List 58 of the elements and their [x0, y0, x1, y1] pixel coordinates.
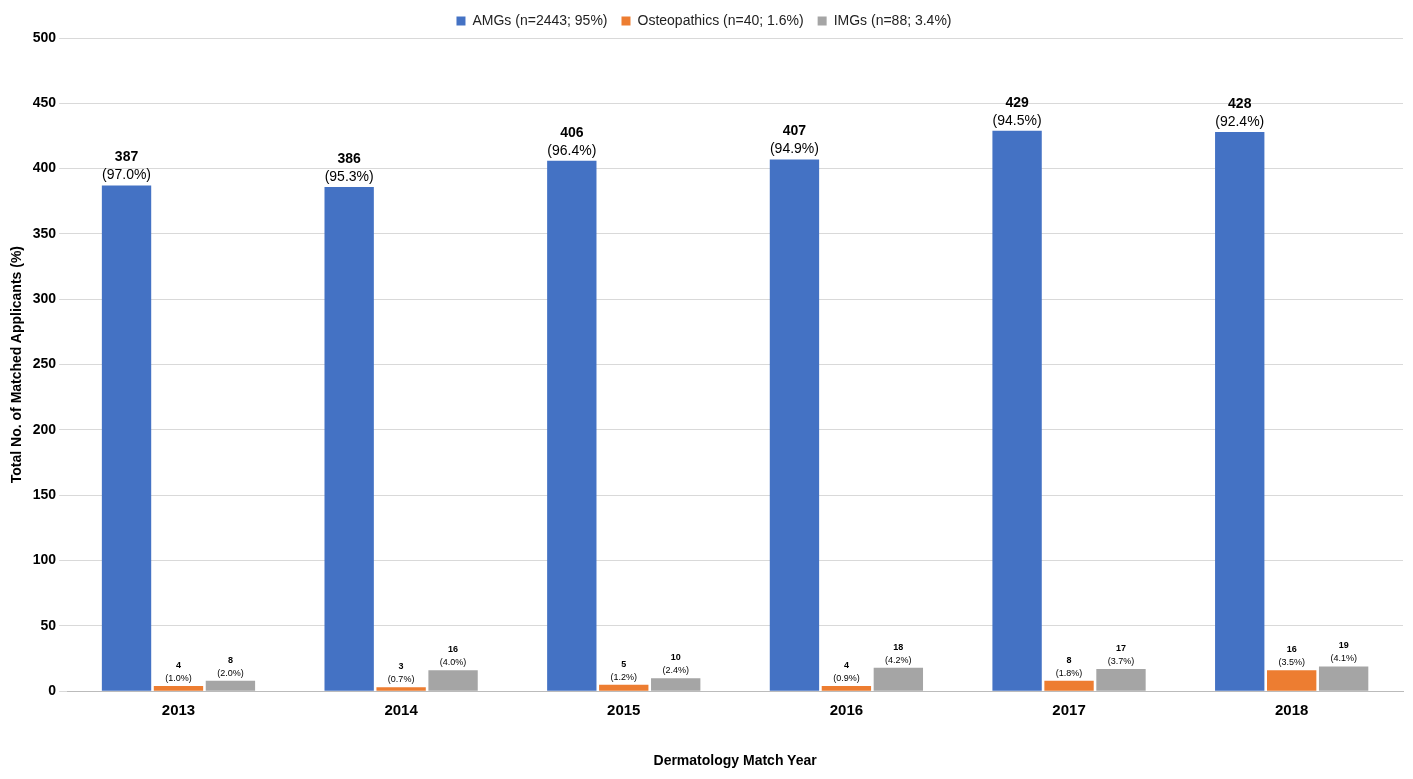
bar	[153, 685, 204, 691]
bar	[873, 667, 924, 691]
legend-label: Osteopathics (n=40; 1.6%)	[637, 11, 804, 28]
bar	[821, 685, 872, 691]
bar	[1096, 668, 1146, 691]
y-tick-label: 50	[40, 616, 57, 633]
y-tick-label: 500	[32, 28, 57, 45]
bar	[1215, 132, 1265, 691]
data-label: 16 (4.0%)	[439, 644, 467, 668]
y-tick-label: 0	[48, 682, 57, 699]
data-label: 16 (3.5%)	[1278, 644, 1305, 668]
legend-label: IMGs (n=88; 3.4%)	[833, 11, 952, 28]
y-tick-label: 300	[32, 290, 57, 307]
data-label: 387 (97.0%)	[102, 148, 152, 183]
data-label: 5 (1.2%)	[610, 658, 638, 682]
data-label: 407 (94.9%)	[769, 122, 819, 157]
x-tick-label: 2013	[161, 701, 196, 719]
y-tick-label: 450	[32, 94, 57, 111]
x-tick-label: 2018	[1274, 701, 1309, 719]
y-tick-label: 250	[32, 355, 57, 372]
data-label: 3 (0.7%)	[387, 661, 415, 685]
bar	[428, 670, 478, 691]
y-tick-label: 350	[32, 224, 57, 241]
data-label: 8 (2.0%)	[217, 654, 244, 678]
data-label: 429 (94.5%)	[992, 93, 1042, 128]
bar	[205, 680, 256, 691]
bar	[1267, 670, 1317, 691]
data-label: 8 (1.8%)	[1055, 654, 1083, 678]
x-axis-title: Dermatology Match Year	[653, 752, 818, 769]
bar	[1044, 680, 1094, 691]
y-tick-label: 400	[32, 159, 57, 176]
bar	[992, 130, 1042, 691]
data-label: 386 (95.3%)	[324, 149, 374, 184]
data-label: 428 (92.4%)	[1215, 94, 1265, 129]
x-tick-label: 2016	[829, 701, 864, 719]
bar	[547, 160, 597, 691]
legend-label: AMGs (n=2443; 95%)	[472, 11, 608, 28]
x-tick-label: 2017	[1052, 701, 1086, 719]
data-label: 17 (3.7%)	[1107, 642, 1135, 666]
x-tick-label: 2015	[607, 701, 641, 719]
data-label: 406 (96.4%)	[547, 123, 597, 158]
data-label: 18 (4.2%)	[885, 641, 912, 665]
bar	[1318, 666, 1369, 691]
data-label: 10 (2.4%)	[662, 652, 689, 676]
y-tick-label: 200	[32, 420, 57, 437]
bar	[769, 159, 820, 691]
bar	[376, 687, 426, 691]
bar	[599, 684, 649, 691]
bar	[651, 678, 701, 691]
x-tick-label: 2014	[384, 701, 419, 719]
data-label: 19 (4.1%)	[1330, 640, 1357, 664]
y-tick-label: 150	[32, 486, 57, 503]
bar	[324, 186, 374, 691]
data-label: 4 (0.9%)	[833, 659, 860, 683]
data-label: 4 (1.0%)	[165, 659, 192, 683]
y-tick-label: 100	[32, 551, 57, 568]
bar	[101, 185, 152, 691]
y-axis-title: Total No. of Matched Applicants (%)	[8, 245, 25, 484]
